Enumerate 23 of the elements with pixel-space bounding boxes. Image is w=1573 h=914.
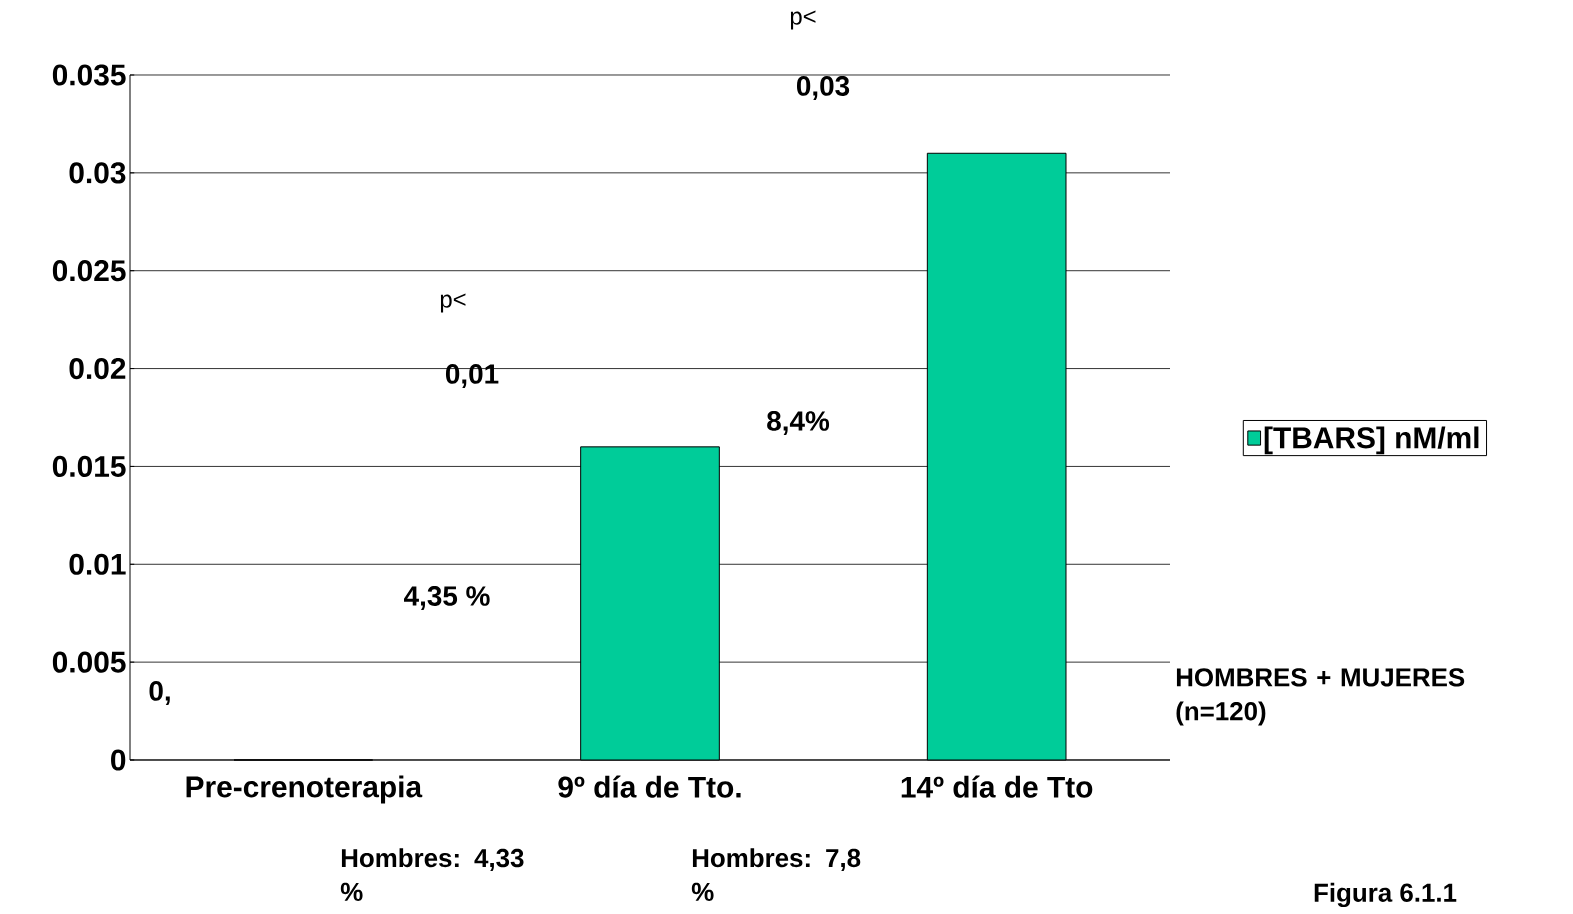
text: Hombres: 7,8 % [691,848,861,902]
y-tick-label: 0.025 [52,260,126,282]
text: HOMBRES + MUJERES (n=120) [1176,668,1465,726]
y-tick-label: 0.02 [69,357,126,380]
annotation: p< [440,293,466,313]
y-tick-label: 0.015 [52,455,126,478]
text: Hombres: 4,33 % [340,848,524,902]
x-tick-label: 14º día de Tto [901,775,1093,798]
x-tick-label: Pre-crenoterapia [186,775,423,804]
annotation: 0,01 [445,364,499,388]
x-tick-label: 9º día de Tto. [558,775,741,798]
text: p< [790,10,816,30]
annotation: 4,35 % [404,586,490,610]
annotation: 0,03 [796,76,850,100]
annotation: 8,4% [767,411,830,435]
annotation: 0, [149,681,170,705]
y-tick-label: 0.035 [52,64,126,86]
y-tick-label: 0.005 [52,651,126,673]
y-tick-label: 0 [111,749,126,771]
text: Figura 6.1.1 [1314,882,1457,908]
y-tick-label: 0.03 [69,162,126,184]
y-tick-label: 0.01 [69,553,126,575]
legend-label: [TBARS] nM/ml [1264,426,1479,455]
